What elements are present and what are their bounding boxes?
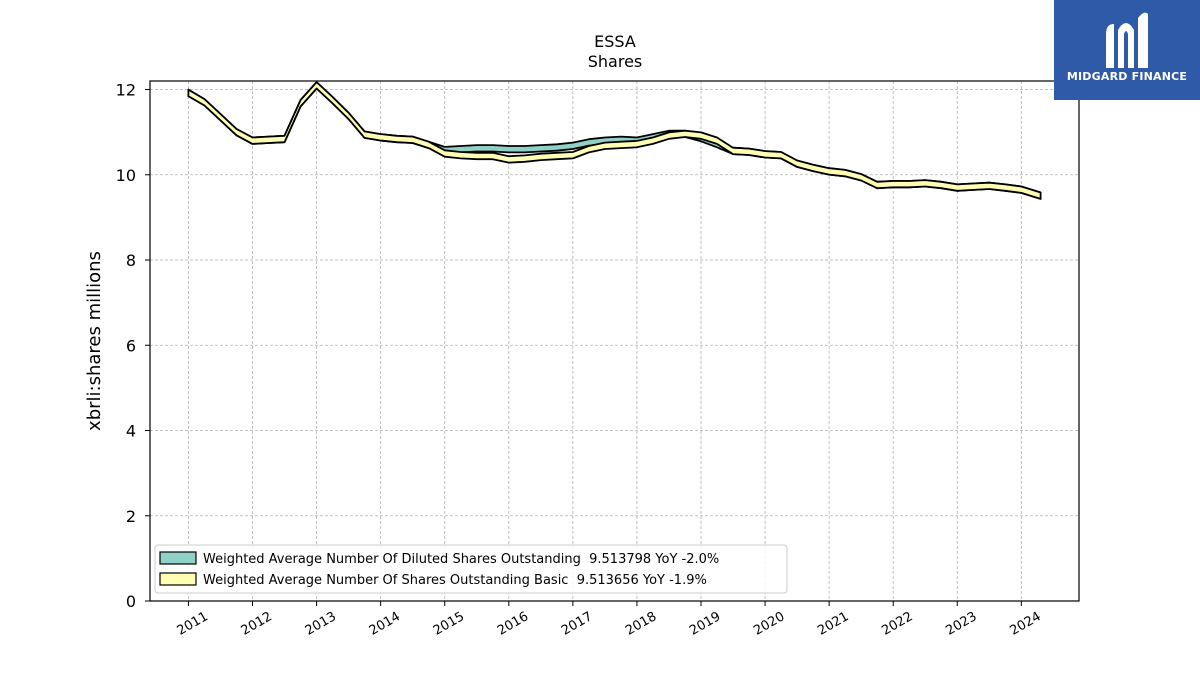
x-tick-label: 2024 xyxy=(1008,609,1044,639)
y-tick-label: 2 xyxy=(126,507,136,526)
y-tick-label: 4 xyxy=(126,422,136,441)
legend-swatch-diluted xyxy=(159,551,197,565)
x-tick-label: 2015 xyxy=(431,609,467,639)
y-tick-label: 8 xyxy=(126,251,136,270)
legend-box xyxy=(154,544,788,594)
x-tick-label: 2017 xyxy=(559,609,595,639)
y-axis-label: xbrli:shares millions xyxy=(84,251,105,431)
legend: Weighted Average Number Of Diluted Share… xyxy=(154,544,788,594)
x-tick-label: 2021 xyxy=(815,609,851,639)
x-tick-label: 2019 xyxy=(687,609,723,639)
x-tick-label: 2011 xyxy=(175,609,211,639)
plot-frame xyxy=(149,80,1080,602)
legend-label-basic: Weighted Average Number Of Shares Outsta… xyxy=(203,573,707,588)
x-tick-label: 2016 xyxy=(495,609,531,639)
y-tick-label: 6 xyxy=(126,336,136,355)
x-tick-label: 2012 xyxy=(239,609,275,639)
grid xyxy=(150,81,1079,602)
y-tick-label: 12 xyxy=(116,81,136,100)
y-tick-label: 0 xyxy=(126,592,136,611)
x-tick-label: 2018 xyxy=(623,609,659,639)
chart-title: ESSA xyxy=(594,32,636,51)
legend-swatch-basic xyxy=(159,572,197,586)
x-tick-label: 2013 xyxy=(303,609,339,639)
x-tick-label: 2023 xyxy=(943,609,979,639)
chart-subtitle: Shares xyxy=(588,52,643,71)
y-axis: 0 2 4 6 8 10 12 xyxy=(116,81,150,611)
x-axis: 2011 2012 2013 2014 2015 2016 2017 2018 2019 2020… xyxy=(175,601,1044,639)
y-tick-label: 10 xyxy=(116,166,136,185)
midgard-m-icon xyxy=(1106,12,1148,69)
x-tick-label: 2020 xyxy=(751,609,787,639)
legend-label-diluted: Weighted Average Number Of Diluted Share… xyxy=(203,552,719,567)
series-layer xyxy=(187,81,1042,200)
series-basic-band xyxy=(187,81,1042,200)
logo-text: MIDGARD FINANCE xyxy=(1066,70,1188,83)
x-tick-label: 2014 xyxy=(367,609,403,639)
midgard-finance-logo: MIDGARD FINANCE xyxy=(1054,0,1200,100)
x-tick-label: 2022 xyxy=(879,609,915,639)
